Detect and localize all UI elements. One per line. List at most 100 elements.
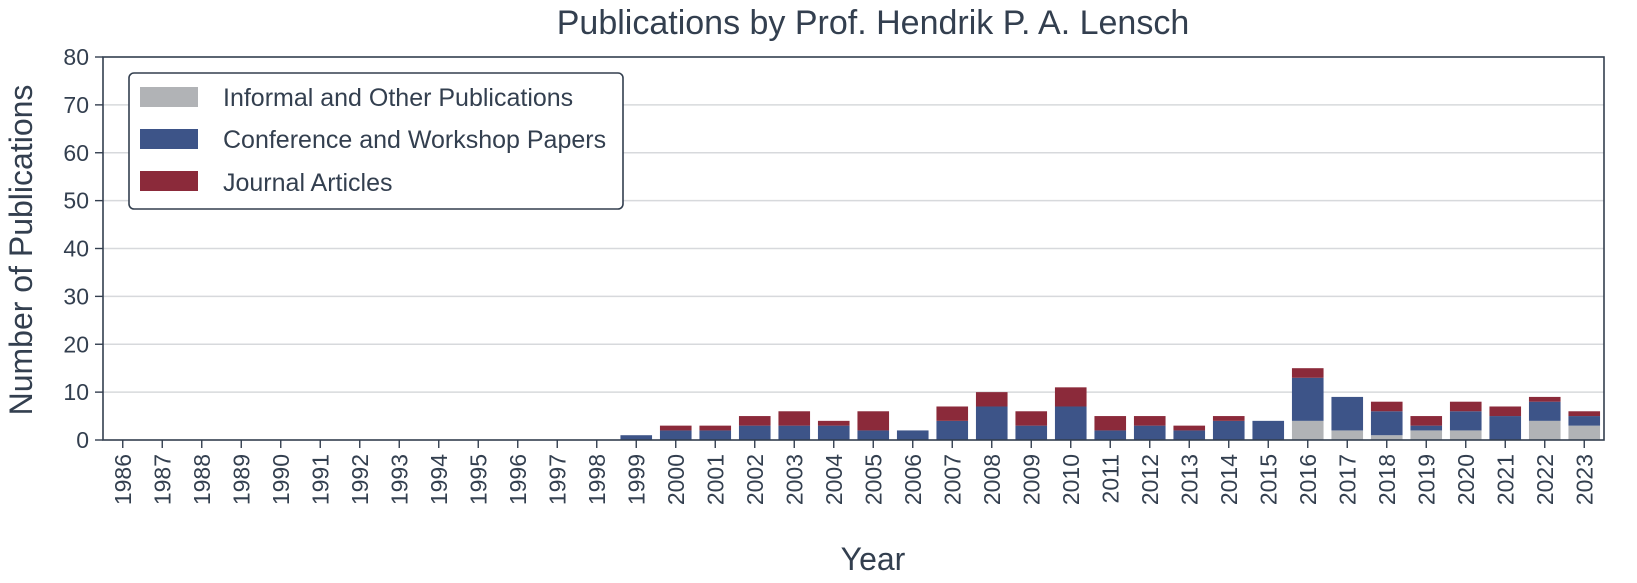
legend-label-conference: Conference and Workshop Papers	[223, 126, 606, 154]
x-tick-label: 2011	[1097, 454, 1123, 503]
legend-swatch-journal	[140, 171, 198, 191]
legend-swatch-conference	[140, 129, 198, 149]
journal-bar	[778, 411, 811, 426]
x-tick-label: 2001	[702, 454, 728, 505]
x-tick-label: 1992	[347, 454, 373, 505]
x-tick-label: 2000	[663, 454, 689, 505]
conference-bar	[1449, 411, 1482, 431]
conference-bar	[975, 406, 1008, 440]
journal-bar	[1094, 416, 1127, 431]
informal-bar	[1370, 435, 1403, 440]
informal-bar	[1568, 425, 1601, 440]
conference-bar	[1528, 401, 1561, 421]
conference-bar	[699, 430, 732, 440]
x-tick-label: 2008	[979, 454, 1005, 505]
conference-bar	[1212, 420, 1245, 440]
legend-box	[128, 72, 624, 210]
conference-bar	[1133, 425, 1166, 440]
journal-bar	[1568, 411, 1601, 417]
x-tick-label: 2018	[1374, 454, 1400, 505]
x-tick-label: 2019	[1413, 454, 1439, 505]
legend-swatch-informal	[140, 87, 198, 107]
informal-bar	[1449, 430, 1482, 440]
x-tick-label: 2003	[781, 454, 807, 505]
journal-bar	[1015, 411, 1048, 426]
journal-bar	[975, 392, 1008, 407]
x-tick-label: 2006	[900, 454, 926, 505]
conference-bar	[936, 420, 969, 440]
x-tick-label: 1996	[505, 454, 531, 505]
informal-bar	[1331, 430, 1364, 440]
informal-bar	[1291, 420, 1324, 440]
x-tick-label: 2005	[860, 454, 886, 505]
conference-bar	[1015, 425, 1048, 440]
conference-bar	[1054, 406, 1087, 440]
x-tick-label: 2004	[821, 454, 847, 505]
y-tick-label: 70	[63, 92, 89, 118]
y-tick-label: 0	[76, 427, 89, 453]
x-tick-label: 2007	[939, 454, 965, 505]
x-tick-label: 2023	[1571, 454, 1597, 505]
chart-title: Publications by Prof. Hendrik P. A. Lens…	[557, 4, 1190, 42]
x-tick-label: 1998	[584, 454, 610, 505]
y-tick-label: 20	[63, 331, 89, 357]
y-tick-label: 60	[63, 140, 89, 166]
conference-bar	[817, 425, 850, 440]
journal-bar	[857, 411, 890, 431]
journal-bar	[1173, 425, 1206, 431]
journal-bar	[1054, 387, 1087, 407]
y-tick-label: 80	[63, 44, 89, 70]
x-tick-label: 2017	[1334, 454, 1360, 505]
x-tick-label: 1986	[110, 454, 136, 505]
conference-bar	[620, 435, 653, 440]
journal-bar	[1449, 401, 1482, 412]
x-tick-label: 2012	[1137, 454, 1163, 505]
conference-bar	[1568, 416, 1601, 426]
y-axis-ticks: 0 10 20 30 40 50 60 70 80	[63, 44, 103, 453]
x-tick-label: 1989	[228, 454, 254, 505]
legend-label-informal: Informal and Other Publications	[223, 84, 573, 112]
x-tick-label: 2020	[1453, 454, 1479, 505]
x-tick-label: 1994	[426, 454, 452, 505]
y-tick-label: 50	[63, 188, 89, 214]
informal-bar	[1528, 420, 1561, 440]
legend-label-journal: Journal Articles	[223, 169, 393, 197]
x-tick-label: 2016	[1295, 454, 1321, 505]
conference-bar	[1094, 430, 1127, 440]
y-axis-label: Number of Publications	[3, 85, 39, 416]
conference-bar	[1370, 411, 1403, 436]
y-tick-label: 30	[63, 283, 89, 309]
conference-bar	[1410, 425, 1443, 431]
journal-bar	[1489, 406, 1522, 417]
journal-bar	[936, 406, 969, 421]
conference-bar	[857, 430, 890, 440]
y-tick-label: 40	[63, 236, 89, 262]
x-tick-label: 1988	[189, 454, 215, 505]
journal-bar	[699, 425, 732, 431]
conference-bar	[1173, 430, 1206, 440]
journal-bar	[817, 420, 850, 426]
x-tick-label: 2013	[1176, 454, 1202, 505]
journal-bar	[1370, 401, 1403, 412]
conference-bar	[738, 425, 771, 440]
conference-bar	[1291, 377, 1324, 421]
legend: Informal and Other Publications Conferen…	[128, 72, 624, 210]
x-tick-label: 1991	[307, 454, 333, 505]
conference-bar	[659, 430, 692, 440]
x-tick-label: 2009	[1018, 454, 1044, 505]
journal-bar	[1291, 368, 1324, 378]
journal-bar	[1410, 416, 1443, 426]
x-tick-label: 1990	[268, 454, 294, 505]
x-axis-ticks: 1986 1987 1988 1989 1990 1991 1992 1993 1994 1995…	[110, 440, 1597, 505]
conference-bar	[1489, 416, 1522, 440]
x-axis-label: Year	[841, 541, 906, 577]
journal-bar	[659, 425, 692, 431]
x-tick-label: 2022	[1532, 454, 1558, 505]
journal-bar	[1133, 416, 1166, 426]
x-tick-label: 2014	[1216, 454, 1242, 505]
x-tick-label: 2002	[742, 454, 768, 505]
conference-bar	[778, 425, 811, 440]
bar-series	[620, 368, 1601, 440]
y-tick-label: 10	[63, 379, 89, 405]
